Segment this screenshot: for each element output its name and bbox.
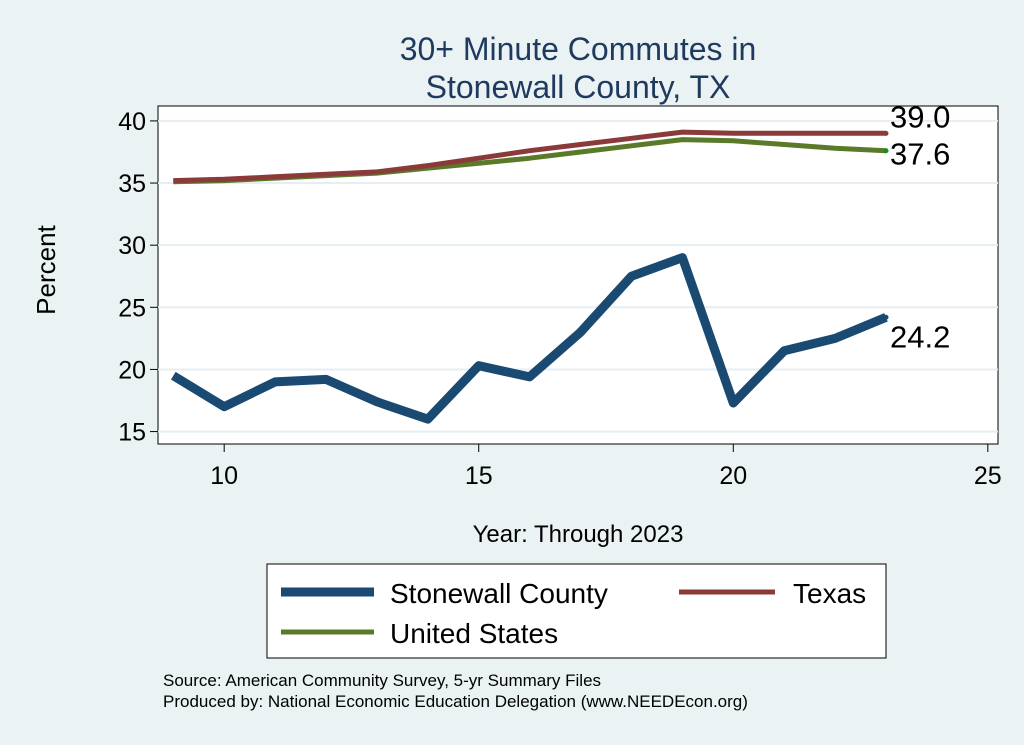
x-tick-label-15: 15 [465, 462, 493, 490]
x-axis-label: Year: Through 2023 [473, 521, 684, 548]
x-tick-label-20: 20 [719, 462, 747, 490]
series-line-stonewall-county [170, 253, 888, 424]
x-tick-label-10: 10 [210, 462, 238, 490]
series-endpoint-united-states [883, 148, 889, 154]
y-axis-label: Percent [31, 224, 61, 314]
legend-label-texas: Texas [793, 578, 866, 609]
series-line-texas [173, 129, 886, 184]
series-group [170, 129, 889, 424]
footer-produced: Produced by: National Economic Education… [163, 692, 748, 711]
end-label-stonewall-county: 24.2 [890, 319, 950, 354]
chart-footer: Source: American Community Survey, 5-yr … [163, 670, 748, 712]
chart-title: 30+ Minute Commutes in [399, 31, 757, 67]
legend-label-united-states: United States [390, 618, 558, 649]
chart-subtitle: Stonewall County, TX [425, 69, 731, 105]
y-tick-label-15: 15 [118, 419, 146, 447]
series-endpoint-texas [883, 130, 889, 136]
y-tick-label-40: 40 [118, 108, 146, 136]
y-tick-label-25: 25 [118, 294, 146, 322]
axes: 15 20 25 30 35 40 10 15 20 25 [118, 108, 1002, 490]
y-tick-label-30: 30 [118, 232, 146, 260]
y-tick-label-20: 20 [118, 356, 146, 384]
legend: Stonewall County Texas United States [266, 563, 887, 659]
plot-area [157, 105, 999, 445]
footer-source: Source: American Community Survey, 5-yr … [163, 671, 602, 690]
x-tick-label-25: 25 [974, 462, 1002, 490]
end-label-texas: 39.0 [890, 99, 950, 134]
y-tick-label-35: 35 [118, 170, 146, 198]
chart-title-block: 30+ Minute Commutes in Stonewall County,… [158, 30, 998, 106]
legend-label-stonewall: Stonewall County [390, 578, 608, 609]
end-label-united-states: 37.6 [890, 137, 950, 172]
end-labels: 24.2 39.037.6 [890, 99, 950, 354]
legend-box [266, 563, 887, 659]
series-endpoint-stonewall-county [883, 314, 889, 320]
gridlines [158, 119, 998, 433]
